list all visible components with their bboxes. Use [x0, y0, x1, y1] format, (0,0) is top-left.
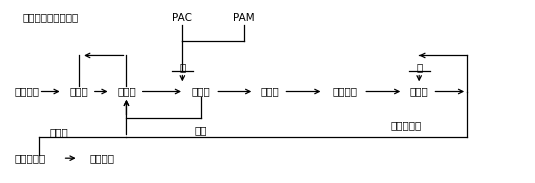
- Text: 澄清池: 澄清池: [261, 87, 279, 96]
- Text: 污泥: 污泥: [195, 125, 207, 135]
- Text: 至回用点: 至回用点: [89, 153, 114, 163]
- Text: 初沉池: 初沉池: [69, 87, 88, 96]
- Text: 二沉池: 二沉池: [117, 87, 136, 96]
- Text: 泵: 泵: [416, 62, 422, 72]
- Text: PAM: PAM: [233, 13, 254, 23]
- Text: 反洗泵: 反洗泵: [49, 127, 68, 137]
- Text: 含煤废水: 含煤废水: [14, 87, 40, 96]
- Text: 清水回用池: 清水回用池: [14, 153, 46, 163]
- Text: 泵: 泵: [179, 62, 186, 72]
- Text: 过滤器: 过滤器: [410, 87, 429, 96]
- Text: PAC: PAC: [172, 13, 193, 23]
- Text: 煤泥抓斗机清出煤泥: 煤泥抓斗机清出煤泥: [22, 13, 79, 23]
- Text: 中间水箱: 中间水箱: [332, 87, 357, 96]
- Text: 反应箱: 反应箱: [192, 87, 210, 96]
- Text: 反冲洗排水: 反冲洗排水: [390, 120, 422, 130]
